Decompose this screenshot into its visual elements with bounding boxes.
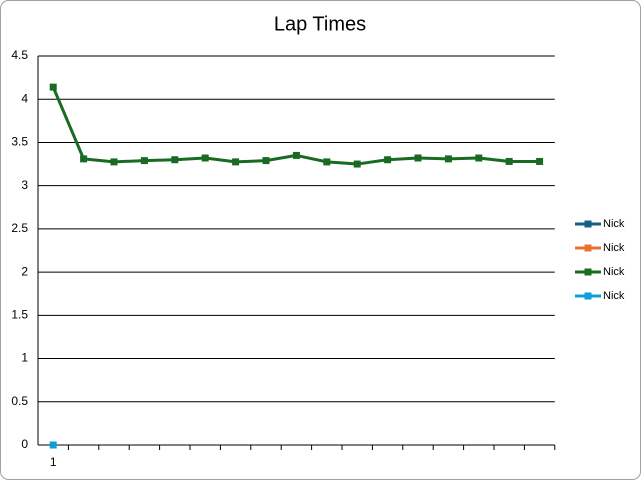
point-marker — [49, 83, 57, 91]
point-marker — [292, 151, 300, 159]
point-marker — [353, 160, 361, 168]
x-tick-label: 1 — [50, 455, 57, 469]
legend-label: Nick — [603, 242, 625, 254]
legend-label: Nick — [603, 266, 625, 278]
point-marker — [201, 154, 209, 162]
y-tick-label: 3.5 — [11, 135, 28, 149]
point-marker — [262, 157, 270, 165]
point-marker — [49, 441, 57, 449]
chart-title: Lap Times — [274, 13, 366, 35]
point-marker — [140, 157, 148, 165]
y-tick-label: 4.5 — [11, 48, 28, 62]
legend-marker — [584, 220, 592, 228]
point-marker — [171, 156, 179, 164]
point-marker — [232, 158, 240, 166]
y-tick-label: 2 — [21, 264, 28, 278]
legend-label: Nick — [603, 218, 625, 230]
legend-marker — [584, 268, 592, 276]
point-marker — [444, 155, 452, 163]
point-marker — [110, 158, 118, 166]
y-tick-label: 1.5 — [11, 308, 28, 322]
point-marker — [536, 157, 544, 165]
legend-marker — [584, 244, 592, 252]
y-tick-label: 0.5 — [11, 394, 28, 408]
point-marker — [323, 158, 331, 166]
point-marker — [505, 157, 513, 165]
y-tick-label: 3 — [21, 178, 28, 192]
y-tick-label: 2.5 — [11, 221, 28, 235]
y-tick-label: 4 — [21, 91, 28, 105]
legend-label: Nick — [603, 290, 625, 302]
point-marker — [475, 154, 483, 162]
point-marker — [80, 155, 88, 163]
legend-marker — [584, 292, 592, 300]
y-tick-label: 1 — [21, 351, 28, 365]
point-marker — [414, 154, 422, 162]
point-marker — [384, 156, 392, 164]
y-tick-label: 0 — [21, 437, 28, 451]
